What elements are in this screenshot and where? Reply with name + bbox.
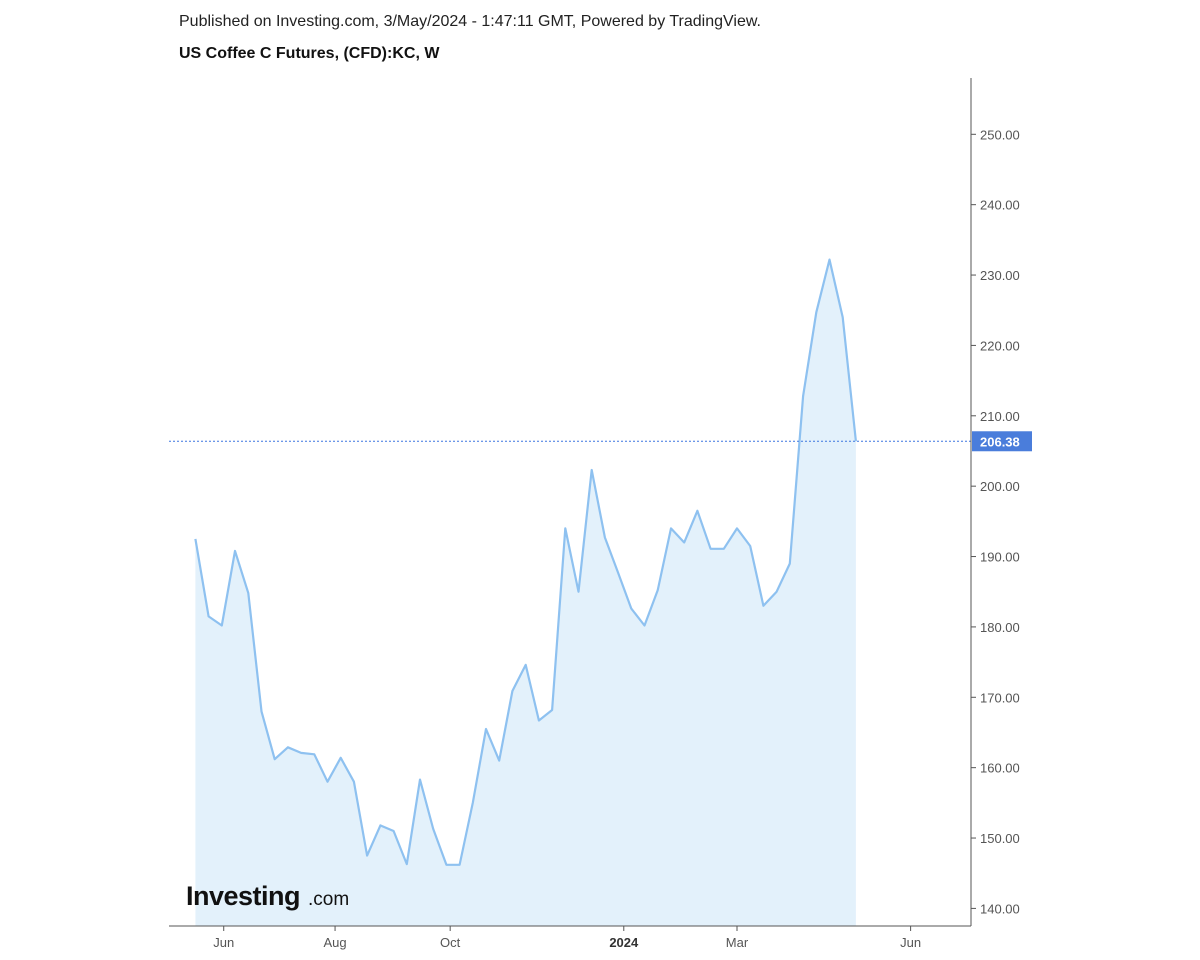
- y-tick-label: 180.00: [980, 620, 1020, 635]
- y-tick-label: 170.00: [980, 690, 1020, 705]
- x-tick-label: 2024: [609, 935, 639, 950]
- y-tick-label: 190.00: [980, 550, 1020, 565]
- y-tick-label: 250.00: [980, 127, 1020, 142]
- y-tick-label: 150.00: [980, 831, 1020, 846]
- last-price-tag: [972, 431, 1032, 452]
- y-tick-label: 230.00: [980, 268, 1020, 283]
- x-tick-label: Jun: [213, 935, 234, 950]
- y-tick-label: 160.00: [980, 761, 1020, 776]
- published-note: Published on Investing.com, 3/May/2024 -…: [179, 13, 761, 30]
- y-tick-label: 240.00: [980, 198, 1020, 213]
- price-line: [194, 258, 857, 866]
- logo-text: Investing: [186, 881, 300, 911]
- y-tick-label: 140.00: [980, 901, 1020, 916]
- x-tick-label: Jun: [900, 935, 921, 950]
- y-tick-label: 220.00: [980, 338, 1020, 353]
- x-tick-label: Aug: [323, 935, 346, 950]
- price-area: [195, 259, 856, 927]
- price-layer: 206.38: [169, 431, 1032, 452]
- investing-logo: Investing .com: [186, 881, 349, 911]
- x-tick-label: Mar: [726, 935, 749, 950]
- area-layer: [195, 259, 856, 927]
- line-layer: [194, 258, 857, 866]
- y-tick-label: 200.00: [980, 479, 1020, 494]
- axis-layer: 140.00 150.00 160.00 170.00 180.00 190.00 200.…: [169, 78, 1020, 950]
- x-tick-label: Oct: [440, 935, 461, 950]
- y-tick-label: 210.00: [980, 409, 1020, 424]
- last-price-label: 206.38: [980, 434, 1020, 449]
- logo-suffix: .com: [308, 889, 349, 910]
- chart-title: US Coffee C Futures, (CFD):KC, W: [179, 45, 440, 62]
